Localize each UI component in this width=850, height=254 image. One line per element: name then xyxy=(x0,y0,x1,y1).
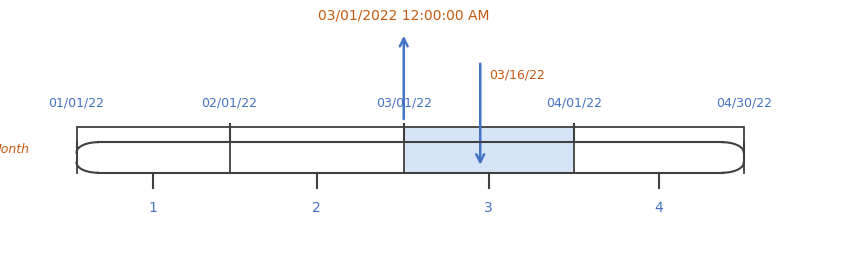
Text: 03/01/22: 03/01/22 xyxy=(376,96,432,109)
Text: 2: 2 xyxy=(312,201,321,215)
Text: 04/01/22: 04/01/22 xyxy=(546,96,602,109)
Text: Month: Month xyxy=(0,143,30,156)
Text: 3: 3 xyxy=(484,201,493,215)
Bar xyxy=(404,127,574,173)
Text: 1: 1 xyxy=(149,201,157,215)
Text: 04/30/22: 04/30/22 xyxy=(716,96,772,109)
Text: 02/01/22: 02/01/22 xyxy=(201,96,258,109)
Text: 03/16/22: 03/16/22 xyxy=(489,68,545,81)
Text: 03/01/2022 12:00:00 AM: 03/01/2022 12:00:00 AM xyxy=(318,9,490,23)
Text: 01/01/22: 01/01/22 xyxy=(48,96,105,109)
Text: 4: 4 xyxy=(654,201,663,215)
